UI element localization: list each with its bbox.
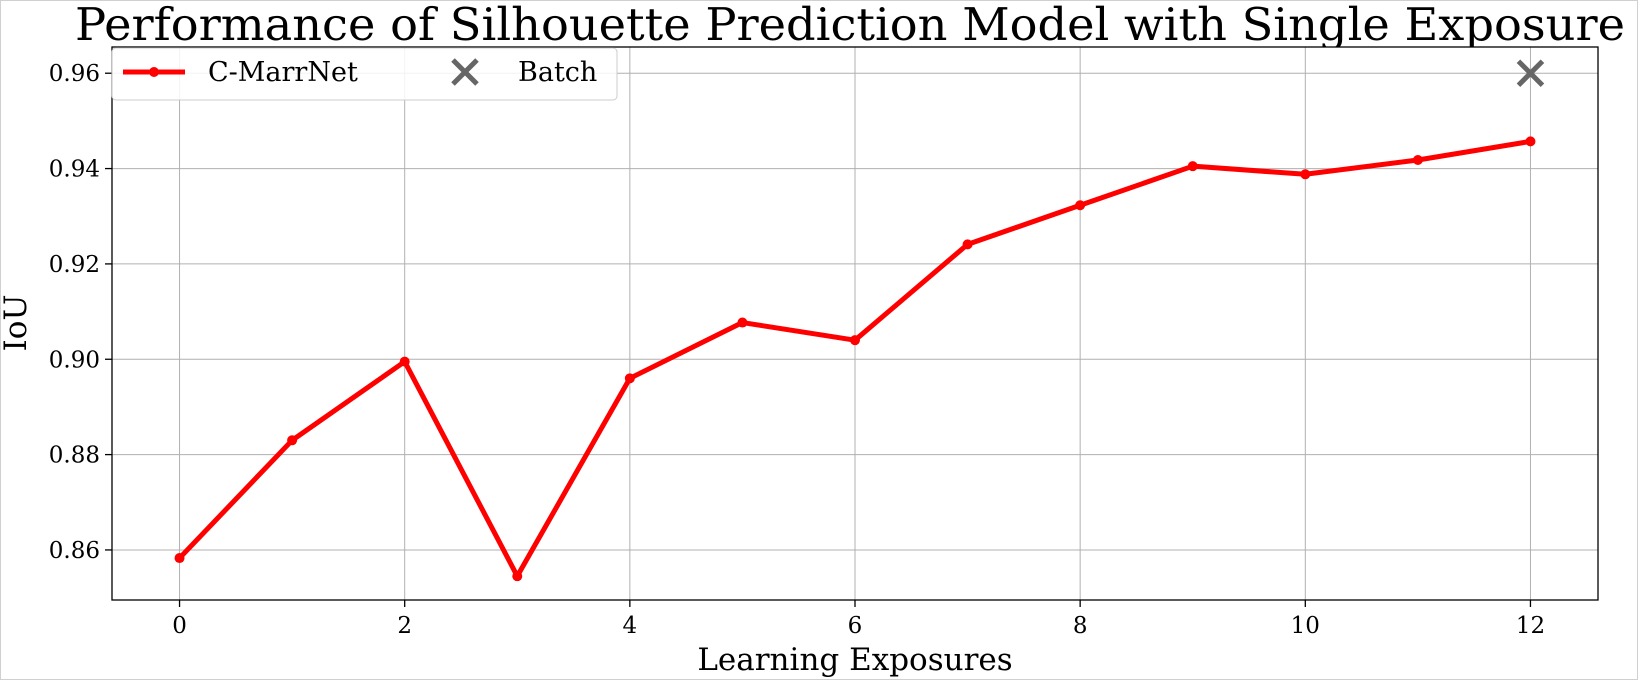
data-point-c-marrnet bbox=[624, 373, 635, 384]
data-point-c-marrnet bbox=[512, 571, 523, 582]
y-tick-label: 0.92 bbox=[49, 252, 100, 278]
x-tick-label: 12 bbox=[1516, 613, 1545, 639]
y-tick-label: 0.88 bbox=[49, 443, 100, 469]
series-layer bbox=[174, 59, 1545, 582]
data-point-c-marrnet bbox=[1075, 200, 1086, 211]
x-tick-label: 0 bbox=[172, 613, 187, 639]
plot-area bbox=[111, 46, 1599, 601]
legend-marker-c-marrnet bbox=[149, 67, 159, 77]
data-point-c-marrnet bbox=[1525, 136, 1536, 147]
legend: C-MarrNet Batch bbox=[111, 47, 618, 101]
x-tick-label: 4 bbox=[623, 613, 638, 639]
y-tick-label: 0.94 bbox=[49, 157, 100, 183]
y-tick-label: 0.96 bbox=[49, 61, 100, 87]
data-point-c-marrnet bbox=[1412, 154, 1423, 165]
data-point-c-marrnet bbox=[287, 435, 298, 446]
data-point-c-marrnet bbox=[737, 317, 748, 328]
x-tick-label: 10 bbox=[1291, 613, 1320, 639]
chart-title: Performance of Silhouette Prediction Mod… bbox=[75, 0, 1625, 51]
legend-marker-batch bbox=[451, 58, 479, 86]
y-tick-label: 0.86 bbox=[49, 538, 100, 564]
data-point-c-marrnet bbox=[1187, 161, 1198, 172]
y-axis-label: IoU bbox=[0, 294, 34, 351]
data-point-c-marrnet bbox=[174, 553, 185, 564]
legend-label-c-marrnet: C-MarrNet bbox=[208, 57, 358, 88]
data-point-batch bbox=[1516, 59, 1545, 87]
legend-frame bbox=[111, 47, 618, 101]
data-point-c-marrnet bbox=[850, 335, 860, 346]
axis-ticks: 0 2 4 6 8 10 12 0.86 0.88 0.90 0.92 0.94 0.96 bbox=[49, 61, 1545, 639]
data-point-c-marrnet bbox=[1300, 169, 1311, 180]
x-tick-label: 2 bbox=[397, 613, 412, 639]
y-tick-label: 0.90 bbox=[49, 347, 100, 373]
legend-label-batch: Batch bbox=[518, 57, 597, 88]
x-axis-label: Learning Exposures bbox=[697, 642, 1012, 678]
x-tick-label: 8 bbox=[1073, 613, 1088, 639]
data-point-c-marrnet bbox=[962, 239, 973, 250]
x-tick-label: 6 bbox=[848, 613, 863, 639]
data-point-c-marrnet bbox=[399, 356, 410, 367]
